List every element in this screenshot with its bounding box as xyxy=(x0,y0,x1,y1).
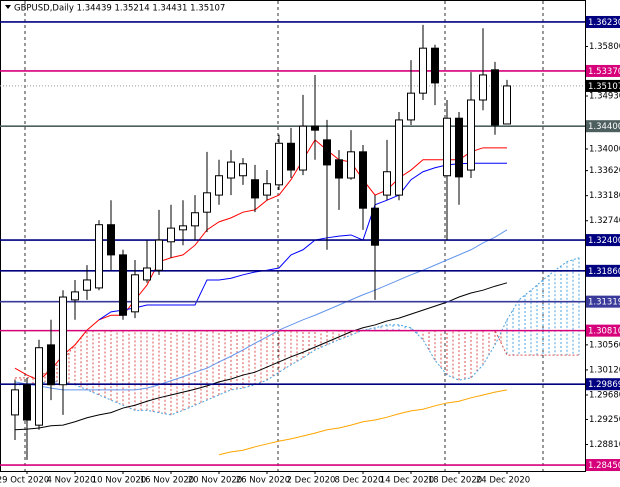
menu-arrow xyxy=(5,5,11,9)
y-tick-label: 1.30560 xyxy=(589,340,620,350)
candle-body xyxy=(467,99,475,171)
candle-body xyxy=(443,117,451,177)
y-tick-label: 1.34000 xyxy=(589,144,620,154)
price-label: 1.31319 xyxy=(588,298,620,308)
candle-body xyxy=(275,142,283,186)
candle-body xyxy=(215,175,223,196)
candle-body xyxy=(419,47,427,94)
candle-body xyxy=(479,74,487,101)
y-tick-label: 1.29680 xyxy=(589,390,620,400)
x-tick-label: 20 Nov 2020 xyxy=(188,476,242,486)
y-tick-label: 1.30120 xyxy=(589,365,620,375)
candle-body xyxy=(167,227,175,243)
candle-body xyxy=(131,274,139,313)
y-tick-label: 1.28810 xyxy=(589,440,620,450)
candle-body xyxy=(299,125,307,171)
price-label: 1.36230 xyxy=(588,18,620,28)
indicator-line xyxy=(218,389,508,456)
candle-body xyxy=(11,389,19,416)
candle-body xyxy=(395,119,403,196)
price-label: 1.29869 xyxy=(588,380,620,390)
candle-body xyxy=(251,179,259,199)
y-tick-label: 1.33180 xyxy=(589,191,620,201)
price-label: 1.32400 xyxy=(588,236,620,246)
candle-body xyxy=(503,85,511,125)
price-label-box xyxy=(586,234,620,247)
candle-body xyxy=(191,212,199,227)
candle-body xyxy=(179,225,187,231)
y-tick-label: 1.29250 xyxy=(589,415,620,425)
price-label: 1.30810 xyxy=(588,327,620,337)
x-tick-label: 24 Dec 2020 xyxy=(476,476,530,486)
candle-body xyxy=(71,291,79,301)
y-tick-label: 1.32740 xyxy=(589,216,620,226)
price-label-box xyxy=(586,324,620,337)
y-tick-label: 1.33620 xyxy=(589,166,620,176)
candle-body xyxy=(227,161,235,179)
x-tick-label: 2 Dec 2020 xyxy=(287,476,336,486)
x-tick-label: 29 Oct 2020 xyxy=(0,476,49,486)
price-label-box xyxy=(586,15,620,28)
candle-body xyxy=(323,139,331,166)
candle-body xyxy=(83,279,91,291)
indicator-line xyxy=(98,162,507,321)
candle-body xyxy=(407,92,415,121)
plot-layer xyxy=(0,21,585,466)
price-label: 1.53370 xyxy=(588,67,620,77)
price-label-box xyxy=(586,120,620,133)
candle-body xyxy=(311,125,319,131)
x-tick-label: 18 Dec 2020 xyxy=(428,476,482,486)
candle-body xyxy=(23,384,31,421)
price-label: 1.28450 xyxy=(588,461,620,471)
candle-body xyxy=(143,267,151,281)
y-tick-label: 1.35800 xyxy=(589,42,620,52)
candle-body xyxy=(359,151,367,209)
price-label-box xyxy=(586,378,620,391)
indicator-line xyxy=(14,229,508,391)
x-tick-label: 14 Dec 2020 xyxy=(380,476,434,486)
candle-body xyxy=(455,117,463,178)
chart-title: GBPUSD,Daily 1.34439 1.35214 1.34431 1.3… xyxy=(14,4,225,14)
candle-body xyxy=(491,69,499,126)
x-tick-label: 26 Nov 2020 xyxy=(236,476,290,486)
candle-body xyxy=(47,344,55,386)
x-tick-label: 16 Nov 2020 xyxy=(140,476,194,486)
candle-body xyxy=(239,163,247,177)
candle-body xyxy=(107,224,115,256)
candle-body xyxy=(335,159,343,179)
price-label-box xyxy=(586,295,620,308)
candle-body xyxy=(287,142,295,171)
price-label-box xyxy=(586,459,620,472)
y-tick-label: 1.34930 xyxy=(589,92,620,102)
x-tick-label: 4 Nov 2020 xyxy=(46,476,95,486)
candle-body xyxy=(347,151,355,179)
price-label: 1.34400 xyxy=(588,122,620,132)
candle-body xyxy=(263,183,271,196)
candle-body xyxy=(59,296,67,386)
candle-body xyxy=(203,192,211,213)
candle-body xyxy=(35,347,43,426)
candle-body xyxy=(383,171,391,196)
candle-body xyxy=(119,254,127,316)
price-axis: 1.35800 1.34930 1.34000 1.33620 1.33180 1.327… xyxy=(0,15,620,486)
candle-body xyxy=(95,224,103,289)
candle-body xyxy=(371,207,379,246)
x-tick-label: 10 Nov 2020 xyxy=(92,476,146,486)
x-tick-label: 8 Dec 2020 xyxy=(335,476,384,486)
indicator-line xyxy=(14,139,507,381)
indicator-line xyxy=(14,282,508,431)
candle-body xyxy=(155,239,163,271)
price-label-box xyxy=(586,64,620,77)
price-label: 1.31860 xyxy=(588,267,620,277)
cloud-span-a xyxy=(15,257,580,416)
price-label-box xyxy=(586,79,620,92)
price-label: 1.35107 xyxy=(588,82,620,92)
price-label-box xyxy=(586,264,620,277)
candle-body xyxy=(431,47,439,84)
